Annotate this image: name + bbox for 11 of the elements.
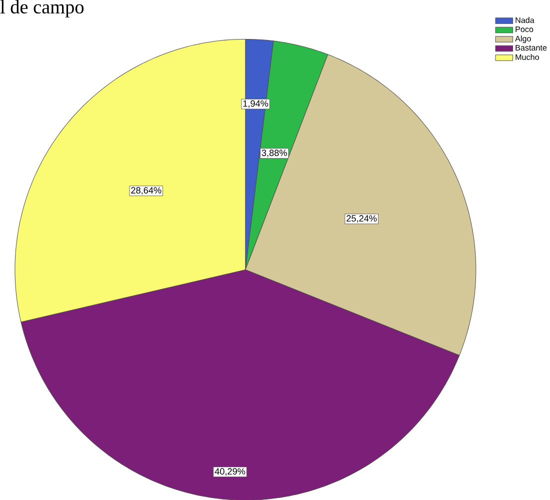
legend-label: Mucho <box>516 54 539 60</box>
data-label: 28,64% <box>131 186 162 194</box>
legend-label: Nada <box>516 16 534 23</box>
data-label: 40,29% <box>214 468 246 476</box>
data-label: 3,88% <box>262 149 287 157</box>
legend-label: Poco <box>516 26 534 32</box>
legend-label: Algo <box>515 35 531 43</box>
data-label: 1,94% <box>243 100 268 108</box>
data-label: 25,24% <box>346 214 377 222</box>
legend-label: Bastante <box>516 44 547 50</box>
chart-title: l de campo <box>0 0 84 18</box>
